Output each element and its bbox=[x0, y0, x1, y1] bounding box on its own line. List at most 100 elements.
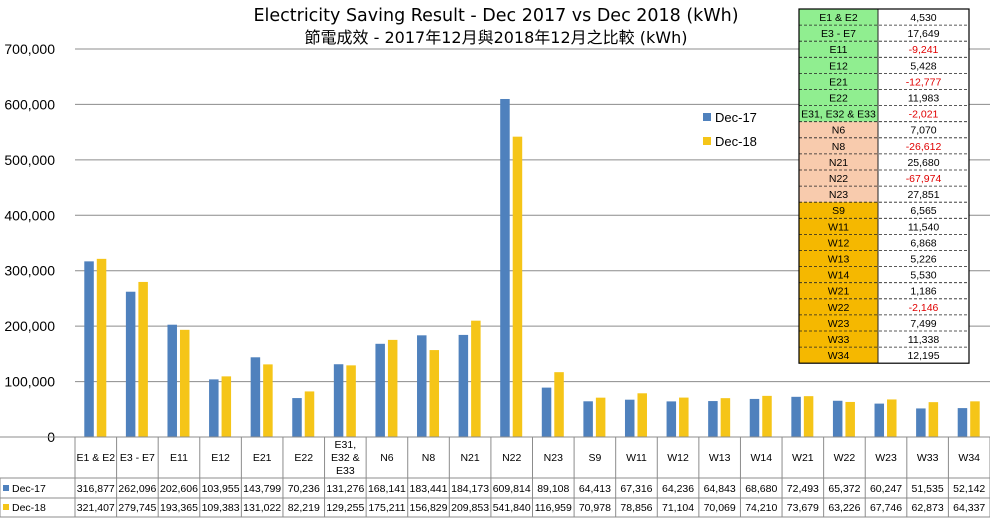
y-tick-label: 300,000 bbox=[4, 263, 55, 279]
savings-zone-label: E21 bbox=[829, 76, 848, 88]
data-label: 156,829 bbox=[410, 502, 448, 514]
data-label: 67,316 bbox=[620, 483, 652, 495]
x-category-label: N23 bbox=[544, 452, 563, 464]
data-label: 168,141 bbox=[368, 483, 406, 495]
bar-dec-18-n6 bbox=[387, 339, 398, 437]
savings-zone-cell bbox=[799, 347, 878, 364]
data-label: 52,142 bbox=[953, 483, 985, 495]
bar-dec-17-w12 bbox=[666, 401, 677, 437]
bar-dec-17-e31-e32-e33 bbox=[333, 364, 344, 437]
x-category-label: E22 bbox=[294, 452, 313, 464]
x-category-label: W11 bbox=[626, 452, 647, 464]
savings-zone-label: W21 bbox=[828, 286, 850, 298]
x-category-label: W22 bbox=[834, 452, 856, 464]
data-label: 73,679 bbox=[787, 502, 819, 514]
bar-dec-17-e3-e7 bbox=[125, 291, 136, 437]
savings-zone-label: W13 bbox=[828, 254, 850, 266]
data-label: 63,226 bbox=[828, 502, 860, 514]
legend-label-dec-17: Dec-17 bbox=[715, 110, 757, 125]
savings-zone-label: W14 bbox=[828, 270, 850, 282]
bar-dec-17-w14 bbox=[749, 398, 760, 437]
savings-zone-label: W33 bbox=[828, 334, 850, 346]
x-category-label: N6 bbox=[380, 452, 394, 464]
data-label: 103,955 bbox=[202, 483, 240, 495]
table-legend-key-dec-17 bbox=[3, 485, 9, 491]
x-category-label: E11 bbox=[170, 452, 188, 464]
data-label: 609,814 bbox=[493, 483, 531, 495]
bar-dec-18-w12 bbox=[679, 397, 689, 437]
bar-dec-18-e22 bbox=[304, 391, 315, 437]
savings-value: 6,565 bbox=[910, 205, 936, 217]
bar-dec-18-e1-e2 bbox=[96, 258, 107, 437]
savings-value: -2,146 bbox=[909, 302, 939, 314]
savings-zone-label: N6 bbox=[832, 125, 846, 137]
savings-value: 17,649 bbox=[907, 28, 939, 40]
table-legend-key-dec-18 bbox=[3, 504, 9, 510]
bar-dec-17-n21 bbox=[458, 334, 469, 437]
savings-table-border bbox=[798, 8, 970, 364]
data-label: 184,173 bbox=[451, 483, 489, 495]
savings-zone-cell bbox=[799, 73, 878, 90]
y-tick-label: 600,000 bbox=[4, 96, 55, 112]
data-label: 109,383 bbox=[202, 502, 240, 514]
savings-zone-cell bbox=[799, 202, 878, 219]
savings-value: 11,983 bbox=[908, 93, 939, 105]
data-label: 129,255 bbox=[326, 502, 364, 514]
bar-dec-18-e3-e7 bbox=[138, 281, 148, 437]
table-series-name: Dec-17 bbox=[12, 483, 46, 495]
savings-zone-cell bbox=[799, 170, 878, 187]
x-category-label: E12 bbox=[211, 452, 230, 464]
x-category-label: W13 bbox=[709, 452, 731, 464]
savings-value: 12,195 bbox=[907, 350, 939, 362]
bar-dec-18-n23 bbox=[554, 372, 564, 437]
savings-value: -2,021 bbox=[909, 109, 939, 121]
data-label: 67,746 bbox=[870, 502, 902, 514]
savings-zone-cell bbox=[799, 89, 878, 106]
savings-zone-cell bbox=[799, 298, 878, 315]
savings-zone-cell bbox=[799, 234, 878, 251]
savings-value: 25,680 bbox=[907, 157, 939, 169]
savings-value: 1,186 bbox=[910, 286, 936, 298]
bar-dec-18-s9 bbox=[595, 397, 606, 437]
x-category-label: W34 bbox=[958, 452, 980, 464]
savings-zone-cell bbox=[799, 137, 878, 154]
bar-dec-18-w11 bbox=[637, 393, 647, 437]
data-label: 82,219 bbox=[288, 502, 320, 514]
savings-value: -67,974 bbox=[906, 173, 942, 185]
bar-dec-18-e21 bbox=[263, 364, 273, 437]
savings-table: E1 & E2 4,530 E3 - E7 17,649 E11 -9,241 E12 5,4… bbox=[798, 8, 970, 364]
x-category-label: E21 bbox=[253, 452, 272, 464]
bar-dec-17-e11 bbox=[167, 324, 177, 437]
chart-subtitle: 節電成效 - 2017年12月與2018年12月之比較 (kWh) bbox=[305, 28, 688, 47]
data-label: 116,959 bbox=[535, 502, 572, 514]
x-category-label: E1 & E2 bbox=[77, 452, 116, 464]
data-label: 62,873 bbox=[912, 502, 944, 514]
x-category-label: N21 bbox=[460, 452, 479, 464]
y-axis: 700,000 600,000 500,000 400,000 300,000 200,0… bbox=[4, 41, 55, 445]
bar-dec-17-n8 bbox=[417, 335, 427, 437]
bar-dec-18-w14 bbox=[762, 395, 772, 437]
x-category-label: E3 - E7 bbox=[120, 452, 155, 464]
bar-dec-18-w34 bbox=[970, 401, 980, 437]
savings-value: 5,428 bbox=[910, 60, 936, 72]
legend: Dec-17 Dec-18 bbox=[703, 110, 757, 149]
data-label: 321,407 bbox=[77, 502, 115, 514]
savings-value: -12,777 bbox=[906, 76, 942, 88]
bar-dec-17-w34 bbox=[957, 408, 968, 437]
savings-zone-label: W11 bbox=[828, 221, 849, 233]
bar-dec-17-n22 bbox=[500, 98, 510, 438]
savings-zone-label: E31, E32 & E33 bbox=[801, 109, 876, 121]
savings-zone-cell bbox=[799, 186, 878, 203]
data-label: 70,236 bbox=[288, 483, 320, 495]
legend-swatch-dec-18 bbox=[703, 137, 711, 145]
data-label: 316,877 bbox=[77, 483, 115, 495]
data-label: 60,247 bbox=[870, 483, 902, 495]
savings-value: 6,868 bbox=[910, 237, 936, 249]
savings-zone-label: E11 bbox=[830, 44, 848, 56]
legend-label-dec-18: Dec-18 bbox=[715, 134, 757, 149]
savings-zone-label: W12 bbox=[828, 237, 850, 249]
savings-zone-cell bbox=[799, 266, 878, 283]
bar-dec-17-w22 bbox=[832, 400, 843, 437]
bar-dec-18-e12 bbox=[221, 376, 232, 437]
